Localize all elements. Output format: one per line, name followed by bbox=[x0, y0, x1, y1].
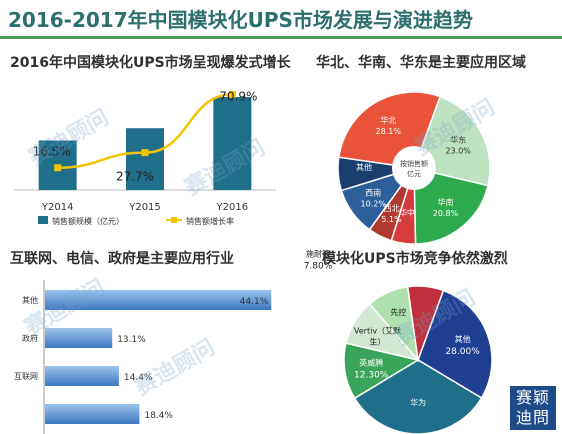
slice-label: 生） bbox=[369, 336, 385, 346]
slice-label: 西南 bbox=[365, 187, 381, 197]
slice-value-label: 28.1% bbox=[376, 127, 402, 136]
data-label: 70.9% bbox=[219, 89, 257, 103]
bar-chart-title: 2016年中国模块化UPS市场呈现爆发式增长 bbox=[10, 55, 291, 71]
data-label: 18.4% bbox=[144, 411, 173, 421]
center-label: 按销售额 bbox=[400, 159, 428, 168]
competition-pie-chart: 其他 28.00% 华为 英威腾 12.30% Vertiv（艾默生） 先控 施耐德 7.80% bbox=[304, 249, 493, 434]
legend-swatch-marker bbox=[171, 217, 177, 223]
y-tick-label: 政府 bbox=[22, 333, 38, 343]
legend-label: 销售额规模（亿元） bbox=[52, 216, 124, 226]
data-label: 27.7% bbox=[116, 170, 154, 184]
slice-value-label: 5.1% bbox=[381, 215, 402, 224]
pie-center bbox=[392, 146, 436, 190]
logo-stamp: 赛颖 迪問 bbox=[510, 386, 556, 430]
x-tick-label: Y2015 bbox=[128, 202, 161, 213]
y-tick-label: 互联网 bbox=[14, 372, 38, 381]
slice-label: 华中 bbox=[399, 208, 415, 218]
data-label: 14.4% bbox=[124, 373, 153, 383]
slice-label: 英威腾 bbox=[359, 357, 383, 367]
bar bbox=[45, 328, 113, 348]
slice-label: 施耐德 bbox=[306, 249, 330, 259]
pie-slice bbox=[413, 167, 489, 245]
x-tick-label: Y2014 bbox=[41, 202, 74, 213]
stamp-line-1: 赛颖 bbox=[515, 388, 550, 407]
slice-value-label: 28.00% bbox=[445, 347, 480, 357]
slice-label: 其他 bbox=[356, 162, 372, 172]
industry-bar-title: 互联网、电信、政府是主要应用行业 bbox=[10, 251, 234, 267]
bar-chart: Y2014 Y2015 Y2016 16.5% 27.7% 70.9% 销售额规模（亿元） 销… bbox=[14, 89, 276, 226]
growth-rate-marker bbox=[141, 149, 149, 157]
legend-swatch-bar bbox=[38, 216, 48, 224]
region-pie-title: 华北、华南、华东是主要应用区域 bbox=[316, 55, 526, 71]
slice-label: 华东 bbox=[450, 134, 466, 144]
slice-label: 先控 bbox=[390, 307, 406, 317]
slice-value-label: 23.0% bbox=[445, 146, 471, 155]
stamp-line-2: 迪問 bbox=[515, 408, 550, 427]
slice-label: 其他 bbox=[455, 334, 471, 344]
data-label: 13.1% bbox=[117, 335, 146, 345]
y-tick-label: 其他 bbox=[22, 295, 38, 305]
slice-value-label: 20.8% bbox=[433, 209, 459, 218]
slice-label: 华为 bbox=[410, 397, 426, 407]
slice-value-label: 7.80% bbox=[304, 262, 333, 272]
competition-pie-title: 模块化UPS市场竞争依然激烈 bbox=[322, 251, 508, 267]
data-label: 44.1% bbox=[240, 297, 269, 307]
legend-label: 销售额增长率 bbox=[186, 216, 234, 226]
bar bbox=[45, 404, 140, 424]
title-rule bbox=[0, 36, 562, 39]
pie-slice bbox=[353, 359, 483, 434]
main-title: 2016-2017年中国模块化UPS市场发展与演进趋势 bbox=[8, 8, 473, 32]
bar bbox=[45, 366, 119, 386]
bar bbox=[45, 290, 272, 310]
slice-label: 华北 bbox=[380, 115, 396, 125]
data-label: 16.5% bbox=[33, 145, 71, 159]
slice-label: 西北 bbox=[384, 204, 400, 213]
industry-bar-chart: 其他 44.1% 政府 13.1% 互联网 14.4% 18.4% bbox=[14, 280, 272, 434]
x-tick-label: Y2016 bbox=[216, 202, 249, 213]
bar bbox=[213, 97, 252, 190]
center-label: 亿元 bbox=[407, 169, 421, 178]
slice-value-label: 10.2% bbox=[361, 199, 387, 208]
pie-slice bbox=[417, 289, 493, 399]
growth-rate-marker bbox=[228, 90, 236, 98]
growth-rate-marker bbox=[54, 164, 62, 172]
pie-slice bbox=[406, 285, 445, 361]
bar bbox=[126, 128, 164, 190]
slice-label: Vertiv（艾默 bbox=[354, 325, 401, 335]
slice-label: 华南 bbox=[437, 197, 453, 207]
slice-value-label: 12.30% bbox=[354, 370, 389, 380]
